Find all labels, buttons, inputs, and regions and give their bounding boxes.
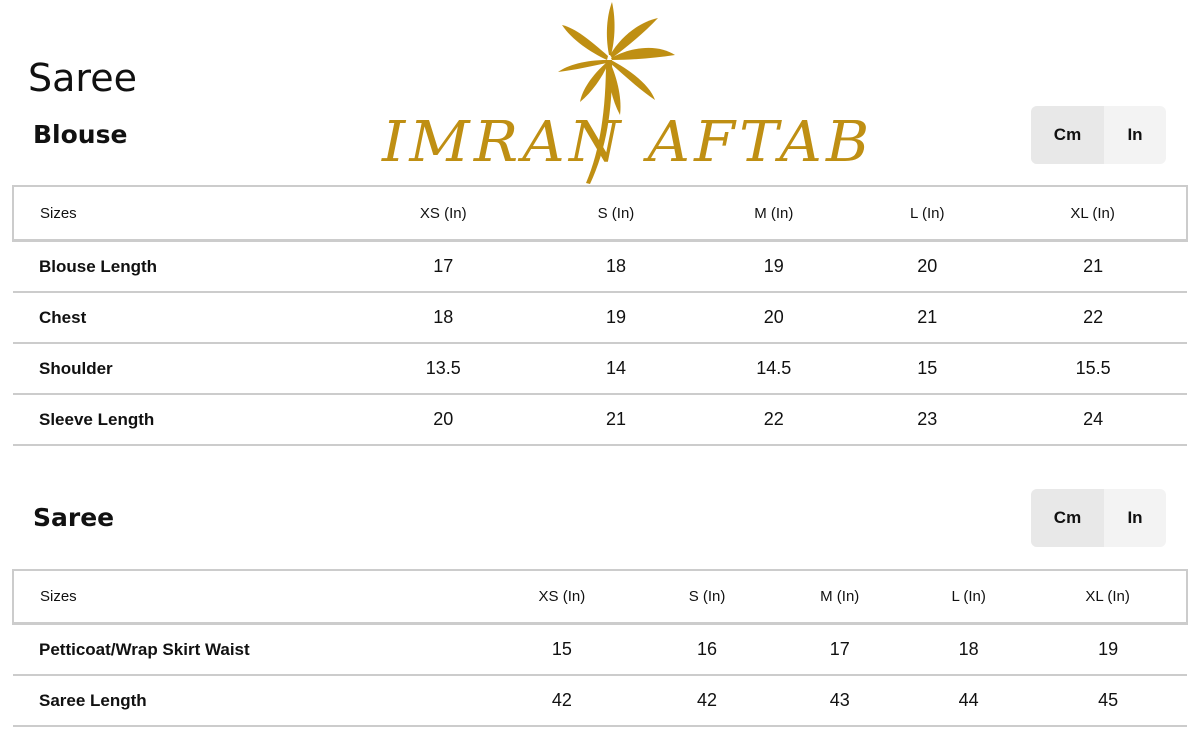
cell-value: 42: [642, 675, 772, 727]
cell-value: 22: [999, 292, 1187, 344]
table-row: Blouse Length 17 18 19 20 21: [13, 240, 1187, 293]
palm-tree-icon: [558, 2, 675, 184]
in-toggle-button[interactable]: In: [1127, 125, 1143, 144]
cell-value: 14.5: [692, 343, 856, 395]
row-label: Chest: [13, 292, 347, 344]
unit-toggle[interactable]: Cm In: [1031, 489, 1166, 547]
header-xs: XS (In): [481, 569, 643, 625]
table-row: Shoulder 13.5 14 14.5 15 15.5: [13, 343, 1187, 395]
cell-value: 22: [692, 394, 856, 446]
header-xl: XL (In): [1029, 569, 1188, 625]
cell-value: 18: [539, 240, 693, 293]
cell-value: 19: [692, 240, 856, 293]
table-row: Chest 18 19 20 21 22: [13, 292, 1187, 344]
header-l: L (In): [908, 569, 1030, 625]
cell-value: 17: [347, 240, 540, 293]
table-row: Saree Length 42 42 43 44 45: [13, 675, 1187, 727]
header-xs: XS (In): [347, 185, 540, 242]
header-sizes: Sizes: [12, 569, 481, 625]
cell-value: 42: [481, 675, 643, 727]
cell-value: 20: [692, 292, 856, 344]
cell-value: 15: [855, 343, 1000, 395]
cell-value: 43: [771, 675, 909, 727]
cell-value: 44: [908, 675, 1030, 727]
cell-value: 13.5: [347, 343, 540, 395]
cell-value: 14: [539, 343, 693, 395]
row-label: Sleeve Length: [13, 394, 347, 446]
header-l: L (In): [855, 185, 1000, 242]
table-row: Sleeve Length 20 21 22 23 24: [13, 394, 1187, 446]
header-sizes: Sizes: [12, 185, 347, 242]
cell-value: 21: [999, 240, 1187, 293]
row-label: Blouse Length: [13, 240, 347, 293]
unit-toggle[interactable]: Cm In: [1031, 106, 1166, 164]
blouse-section-title: Blouse: [33, 120, 128, 149]
table-header-row: Sizes XS (In) S (In) M (In) L (In) XL (I…: [12, 185, 1188, 242]
saree-size-table: Sizes XS (In) S (In) M (In) L (In) XL (I…: [12, 569, 1188, 727]
cell-value: 19: [539, 292, 693, 344]
table-header-row: Sizes XS (In) S (In) M (In) L (In) XL (I…: [12, 569, 1188, 625]
header-s: S (In): [642, 569, 772, 625]
header-m: M (In): [771, 569, 909, 625]
cell-value: 45: [1029, 675, 1187, 727]
cell-value: 24: [999, 394, 1187, 446]
in-toggle-button[interactable]: In: [1127, 508, 1143, 527]
row-label: Shoulder: [13, 343, 347, 395]
brand-logo-text: IMRAN AFTAB: [382, 110, 874, 175]
cell-value: 19: [1029, 623, 1187, 676]
row-label: Saree Length: [13, 675, 481, 727]
page-title: Saree: [28, 56, 137, 100]
cm-toggle-button[interactable]: Cm: [1031, 106, 1104, 164]
blouse-size-table: Sizes XS (In) S (In) M (In) L (In) XL (I…: [12, 185, 1188, 446]
cell-value: 16: [642, 623, 772, 676]
cell-value: 17: [771, 623, 909, 676]
table-row: Petticoat/Wrap Skirt Waist 15 16 17 18 19: [13, 623, 1187, 676]
cell-value: 18: [908, 623, 1030, 676]
saree-section-title: Saree: [33, 503, 115, 532]
cell-value: 15.5: [999, 343, 1187, 395]
header-m: M (In): [692, 185, 856, 242]
cell-value: 21: [855, 292, 1000, 344]
row-label: Petticoat/Wrap Skirt Waist: [13, 623, 481, 676]
cell-value: 15: [481, 623, 643, 676]
header-xl: XL (In): [999, 185, 1188, 242]
cell-value: 18: [347, 292, 540, 344]
cell-value: 21: [539, 394, 693, 446]
cell-value: 20: [347, 394, 540, 446]
cell-value: 23: [855, 394, 1000, 446]
cm-toggle-button[interactable]: Cm: [1031, 489, 1104, 547]
header-s: S (In): [539, 185, 693, 242]
cell-value: 20: [855, 240, 1000, 293]
